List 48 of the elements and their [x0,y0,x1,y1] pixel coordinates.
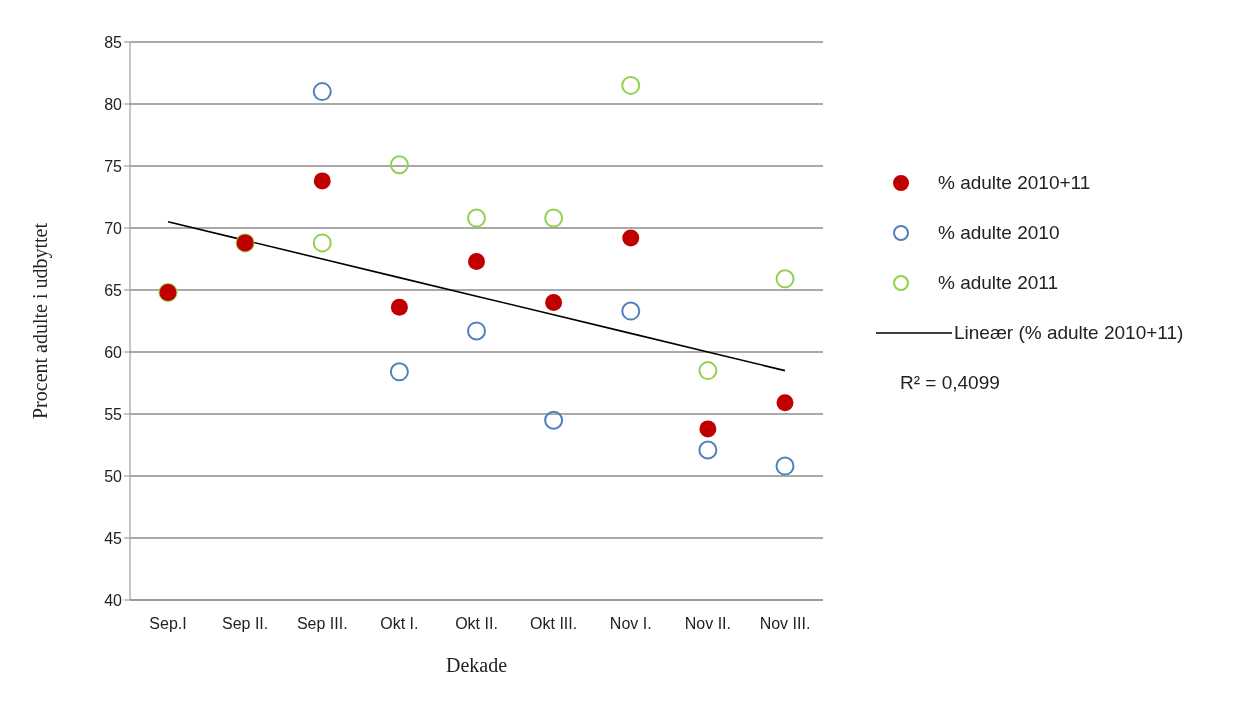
y-tick-label: 65 [104,281,123,299]
point [621,75,641,95]
point [312,233,332,253]
point [467,321,486,341]
point [313,172,331,190]
point [544,208,564,228]
point [698,440,718,460]
point [775,456,795,476]
y-tick-label: 85 [104,33,123,51]
point [699,420,717,438]
point [312,82,332,102]
text: R² = 0,4099 [900,372,1001,394]
legend-label: % adulte 2011 [938,272,1059,294]
x-tick-label: Nov II. [684,615,731,633]
x-axis-title: Dekade [445,654,508,676]
point [389,362,409,382]
point [468,252,485,270]
legend-label: Lineær (% adulte 2010+11) [954,322,1184,344]
y-tick-label: 55 [104,405,123,423]
y-tick-label: 50 [104,467,123,485]
x-tick-label: Sep II. [222,615,269,633]
y-tick-label: 40 [104,591,123,609]
x-tick-label: Nov I. [609,615,652,633]
point [467,208,486,228]
x-tick-label: Nov III. [759,615,811,633]
y-tick-label: 45 [104,529,123,547]
point [622,229,640,247]
point [776,394,794,412]
point [698,361,718,381]
x-tick-label: Sep III. [296,615,348,633]
legend-label: % adulte 2010+11 [938,172,1091,194]
point [545,293,563,311]
point [775,269,795,289]
legend-label: % adulte 2010 [938,222,1060,244]
x-tick-label: Okt I. [380,615,419,633]
y-tick-label: 75 [104,157,123,175]
line-series [167,221,786,372]
x-tick-label: Okt III. [530,615,578,633]
point [390,298,408,316]
y-tick-label: 70 [104,219,123,237]
y-axis-title: Procent adulte i udbyttet [29,222,53,420]
x-tick-label: Sep.I [149,615,187,633]
x-tick-label: Okt II. [455,615,498,633]
point [544,410,564,430]
y-tick-label: 80 [104,95,123,113]
point [389,155,409,175]
y-tick-label: 60 [104,343,123,361]
point [621,301,641,321]
